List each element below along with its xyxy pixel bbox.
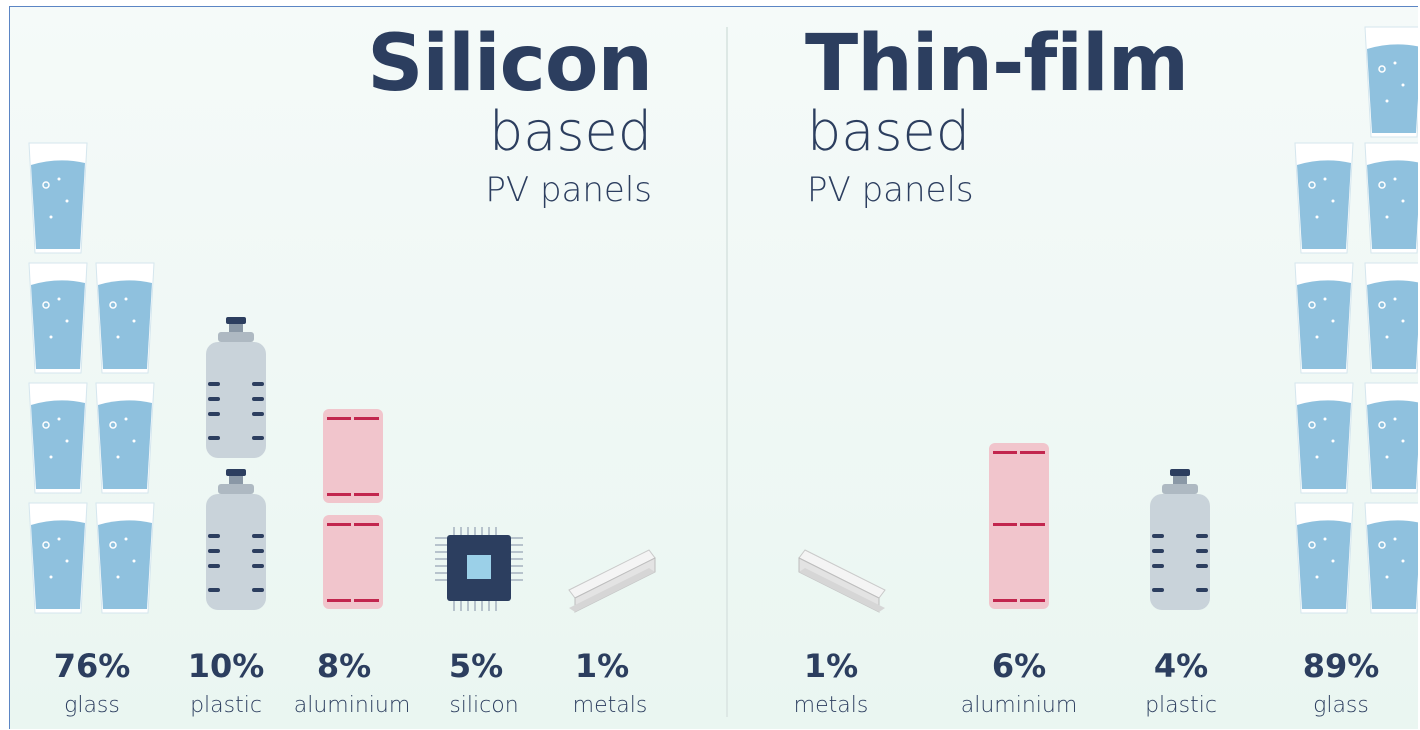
glass-icon bbox=[28, 382, 88, 494]
pictograph-icons bbox=[28, 26, 1418, 614]
glass-icon bbox=[95, 382, 155, 494]
glass-icon bbox=[28, 262, 88, 374]
thinfilm-plastic-percent: 4% bbox=[1153, 647, 1209, 685]
infographic: Silicon based PV panels Thin-film based … bbox=[9, 6, 1418, 729]
thinfilm-aluminium-percent: 6% bbox=[991, 647, 1047, 685]
section-divider bbox=[726, 27, 728, 717]
plastic-bottle-icon bbox=[206, 317, 266, 458]
silicon-glass-percent: 76% bbox=[53, 647, 131, 685]
glass-icon bbox=[1364, 262, 1418, 374]
glass-icon bbox=[28, 502, 88, 614]
silicon-metals-percent: 1% bbox=[574, 647, 630, 685]
glass-icon bbox=[95, 262, 155, 374]
silicon-aluminium-percent: 8% bbox=[316, 647, 372, 685]
thinfilm-subtitle: based bbox=[807, 100, 971, 163]
thinfilm-glass-label: glass bbox=[1313, 693, 1369, 718]
thinfilm-aluminium-label: aluminium bbox=[960, 693, 1078, 718]
glass-icon bbox=[1294, 262, 1354, 374]
plastic-bottle-icon bbox=[206, 469, 266, 610]
glass-icon bbox=[1364, 502, 1418, 614]
glass-icon bbox=[1294, 382, 1354, 494]
glass-icon bbox=[1294, 502, 1354, 614]
thinfilm-title: Thin-film bbox=[805, 19, 1189, 109]
silicon-metals-label: metals bbox=[572, 693, 648, 718]
thinfilm-metals-percent: 1% bbox=[803, 647, 859, 685]
glass-icon bbox=[28, 142, 88, 254]
silicon-title: Silicon bbox=[367, 19, 653, 109]
glass-icon bbox=[1364, 26, 1418, 138]
silicon-glass-label: glass bbox=[64, 693, 120, 718]
thinfilm-plastic-label: plastic bbox=[1145, 693, 1217, 718]
glass-icon bbox=[1364, 382, 1418, 494]
metal-beam-icon bbox=[568, 549, 656, 613]
silicon-caption: PV panels bbox=[485, 170, 652, 210]
silicon-subtitle: based bbox=[488, 100, 652, 163]
thinfilm-metals-label: metals bbox=[793, 693, 869, 718]
metal-beam-icon bbox=[798, 549, 886, 613]
plastic-bottle-icon bbox=[1150, 469, 1210, 610]
silicon-chip-icon bbox=[435, 527, 523, 611]
thinfilm-glass-percent: 89% bbox=[1302, 647, 1380, 685]
glass-icon bbox=[1364, 142, 1418, 254]
glass-icon bbox=[95, 502, 155, 614]
silicon-plastic-percent: 10% bbox=[187, 647, 265, 685]
silicon-plastic-label: plastic bbox=[190, 693, 262, 718]
silicon-aluminium-label: aluminium bbox=[293, 693, 411, 718]
silicon-silicon-label: silicon bbox=[449, 693, 519, 718]
thinfilm-caption: PV panels bbox=[807, 170, 974, 210]
glass-icon bbox=[1294, 142, 1354, 254]
aluminium-can-icon bbox=[323, 409, 383, 503]
aluminium-can-icon bbox=[323, 515, 383, 609]
silicon-silicon-percent: 5% bbox=[448, 647, 504, 685]
aluminium-can-icon bbox=[989, 515, 1049, 609]
